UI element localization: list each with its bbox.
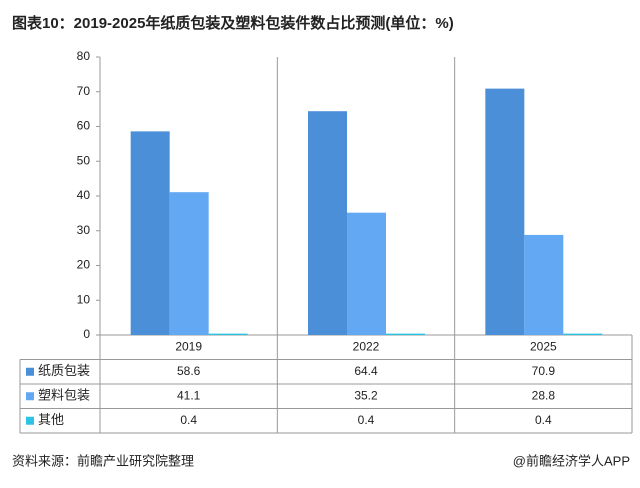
bar [347,212,386,335]
y-tick-label: 80 [77,49,91,63]
chart-title: 图表10：2019-2025年纸质包装及塑料包装件数占比预测(单位：%) [12,14,454,32]
legend-label: 塑料包装 [38,388,90,403]
legend-label: 纸质包装 [38,363,90,378]
table-value: 0.4 [535,413,552,427]
bar [563,333,603,335]
x-tick-label: 2025 [530,339,557,353]
bar [485,88,525,335]
y-tick-label: 10 [77,292,91,306]
bar [169,192,209,335]
x-tick-label: 2022 [353,339,380,353]
legend-marker [26,367,34,376]
y-tick-label: 50 [77,153,91,167]
bar [208,333,248,335]
bar [386,333,425,335]
table-value: 58.6 [177,364,201,378]
table-value: 70.9 [532,364,556,378]
table-value: 28.8 [532,388,556,402]
y-tick-label: 30 [77,223,91,237]
source: 资料来源：前瞻产业研究院整理 [12,453,194,468]
y-tick-label: 0 [83,327,90,341]
bar [308,111,347,336]
bar [130,131,170,335]
y-tick-label: 70 [77,84,91,98]
y-tick-label: 60 [77,119,91,133]
legend-marker [26,416,34,425]
x-tick-label: 2019 [175,339,202,353]
y-tick-label: 20 [77,258,91,272]
legend-marker [26,392,34,401]
table-value: 0.4 [358,413,375,427]
bar [524,234,564,335]
credit: @前瞻经济学人APP [513,453,630,468]
table-value: 35.2 [354,388,378,402]
y-tick-label: 40 [77,188,91,202]
table-value: 41.1 [177,388,201,402]
legend-label: 其他 [38,412,64,427]
table-value: 64.4 [354,364,378,378]
table-value: 0.4 [180,413,197,427]
